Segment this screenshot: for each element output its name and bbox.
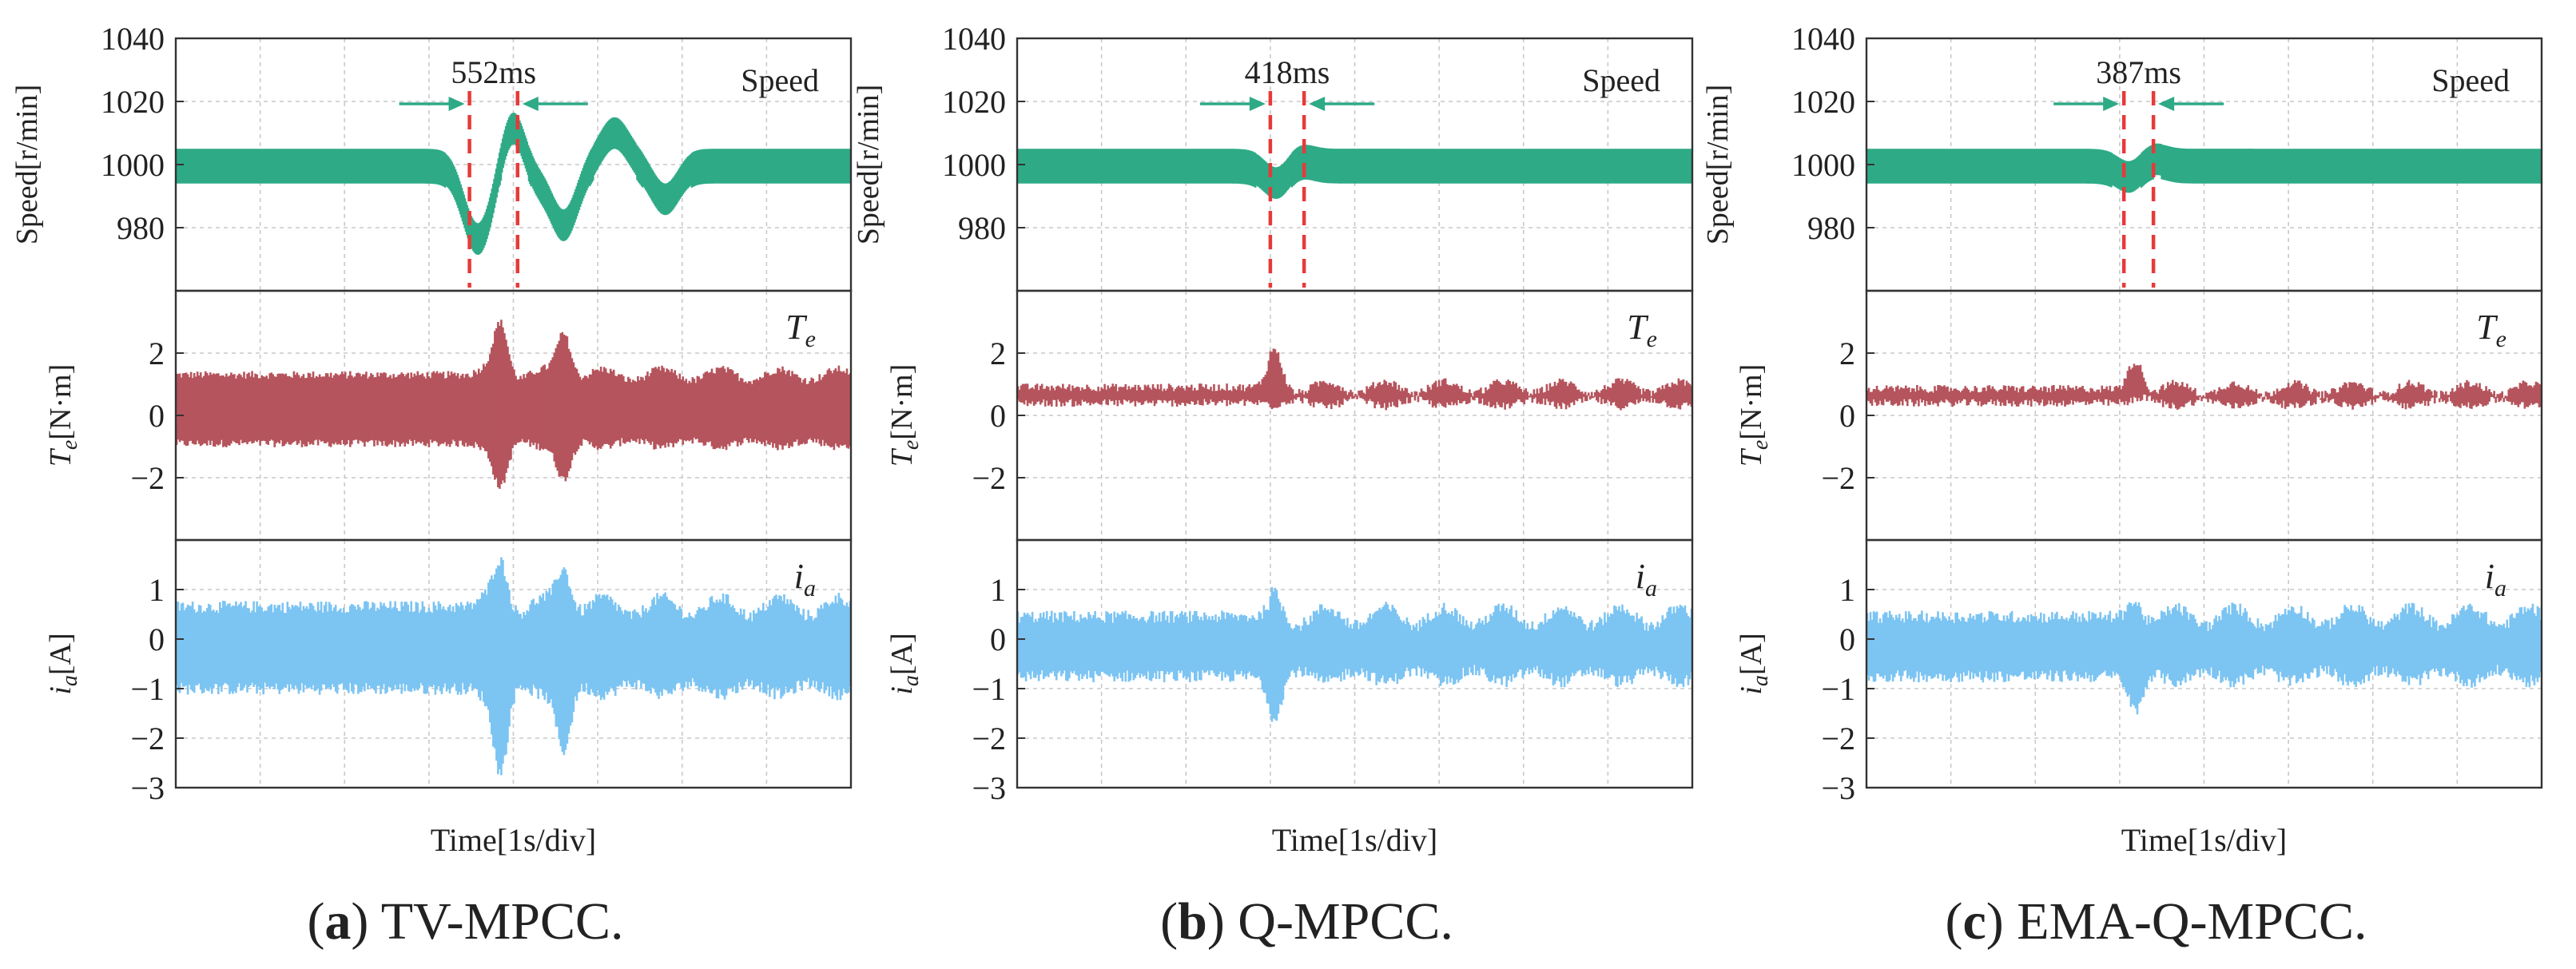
ytick-label: −1 xyxy=(1821,671,1855,707)
ytick-label: −2 xyxy=(130,721,165,757)
ytick-label: −3 xyxy=(130,770,165,806)
speed-trace xyxy=(1016,145,1694,199)
y-axis-label: ia[A] xyxy=(885,633,924,694)
waveform-current xyxy=(175,557,852,776)
panel-torque-b: 2 0 −2 Te[N·m] Te xyxy=(885,289,1694,542)
ytick-label: 980 xyxy=(117,210,165,246)
x-axis-label: Time[1s/div] xyxy=(2121,822,2287,858)
waveform-current xyxy=(1016,586,1693,722)
ytick-label: 1020 xyxy=(942,84,1006,120)
legend-current: ia xyxy=(1636,557,1657,602)
ytick-label: 1000 xyxy=(942,147,1006,183)
arrow-right-head xyxy=(2158,97,2175,111)
waveform-speed xyxy=(1865,143,2543,193)
waveform-torque xyxy=(1016,348,1693,411)
ytick-label: 1 xyxy=(1839,572,1855,608)
panel-torque-c: 2 0 −2 Te[N·m] Te xyxy=(1735,289,2543,542)
caption: (b) Q-MPCC. xyxy=(1160,892,1453,951)
transition-time-label: 552ms xyxy=(451,54,536,90)
ytick-label: 1 xyxy=(990,572,1006,608)
arrow-left-head xyxy=(448,97,465,111)
ytick-label: −2 xyxy=(972,721,1006,757)
speed-trace xyxy=(1865,143,2543,193)
ytick-label: 1000 xyxy=(1791,147,1855,183)
panel-frame xyxy=(1016,538,1694,789)
ytick-label: −2 xyxy=(130,460,165,496)
transition-time-label: 387ms xyxy=(2096,54,2181,90)
panel-speed-b: 1040 1020 1000 980 Speed[r/min] Speed 418ms xyxy=(852,21,1694,292)
waveform-speed xyxy=(174,113,853,255)
ytick-label: −1 xyxy=(130,671,165,707)
y-axis-label: Speed[r/min] xyxy=(1701,85,1735,245)
ytick-label: 0 xyxy=(149,622,165,657)
panel-frame xyxy=(1865,538,2543,789)
speed-trace xyxy=(174,113,853,255)
y-axis-label: Te[N·m] xyxy=(44,364,82,467)
ytick-label: 2 xyxy=(990,336,1006,371)
transition-time-label: 418ms xyxy=(1245,54,1330,90)
legend-torque: Te xyxy=(1627,308,1657,352)
ytick-label: 0 xyxy=(1839,622,1855,657)
panel-speed-c: 1040 1020 1000 980 Speed[r/min] Speed 387ms xyxy=(1701,21,2543,292)
ytick-label: −3 xyxy=(972,770,1006,806)
ytick-label: −3 xyxy=(1821,770,1855,806)
ytick-label: −2 xyxy=(1821,721,1855,757)
legend-torque: Te xyxy=(2476,308,2506,352)
panel-torque-a: 2 0 −2 Te[N·m] Te xyxy=(44,289,853,542)
ytick-label: 1000 xyxy=(101,147,165,183)
ytick-label: 1020 xyxy=(1791,84,1855,120)
x-axis-label: Time[1s/div] xyxy=(1272,822,1437,858)
ytick-label: 1040 xyxy=(942,21,1006,57)
ytick-label: 980 xyxy=(958,210,1006,246)
legend-speed: Speed xyxy=(1582,62,1660,98)
ytick-label: 0 xyxy=(1839,398,1855,434)
y-axis-label: ia[A] xyxy=(1735,633,1773,694)
ytick-label: −1 xyxy=(972,671,1006,707)
y-axis-label: Te[N·m] xyxy=(885,364,924,467)
ytick-label: 2 xyxy=(149,336,165,371)
ytick-label: 1040 xyxy=(101,21,165,57)
panel-current-c: 1 0 −1 −2 −3 ia[A] ia xyxy=(1735,538,2543,806)
subfigure-c: 1040 1020 1000 980 Speed[r/min] Speed 387ms 2 0 −… xyxy=(1701,21,2543,951)
caption: (c) EMA-Q-MPCC. xyxy=(1946,892,2367,951)
ytick-label: 1020 xyxy=(101,84,165,120)
panel-current-a: 1 0 −1 −2 −3 ia[A] ia xyxy=(44,538,853,806)
ytick-label: 0 xyxy=(990,398,1006,434)
legend-speed: Speed xyxy=(741,62,819,98)
arrow-right-head xyxy=(522,97,539,111)
arrow-right-head xyxy=(1309,97,1326,111)
panel-current-b: 1 0 −1 −2 −3 ia[A] ia xyxy=(885,538,1694,806)
ytick-label: −2 xyxy=(1821,460,1855,496)
ytick-label: 1 xyxy=(149,572,165,608)
arrow-left-head xyxy=(2103,97,2120,111)
legend-current: ia xyxy=(2485,557,2506,602)
ytick-label: 0 xyxy=(149,398,165,434)
waveform-torque xyxy=(1866,363,2542,410)
legend-torque: Te xyxy=(785,308,816,352)
ytick-label: 1040 xyxy=(1791,21,1855,57)
caption: (a) TV-MPCC. xyxy=(307,892,623,951)
y-axis-label: ia[A] xyxy=(44,633,82,694)
ytick-label: 0 xyxy=(990,622,1006,657)
y-axis-label: Speed[r/min] xyxy=(852,85,885,245)
y-axis-label: Te[N·m] xyxy=(1735,364,1773,467)
panel-speed-a: 1040 1020 1000 980 Speed[r/min] Speed 552ms xyxy=(10,21,853,292)
subfigure-b: 1040 1020 1000 980 Speed[r/min] Speed 418ms 2 0 −… xyxy=(852,21,1694,951)
y-axis-label: Speed[r/min] xyxy=(10,85,44,245)
legend-speed: Speed xyxy=(2431,62,2510,98)
arrow-left-head xyxy=(1249,97,1266,111)
ytick-label: −2 xyxy=(972,460,1006,496)
waveform-torque xyxy=(175,320,852,489)
waveform-speed xyxy=(1016,145,1694,199)
panel-frame xyxy=(174,538,853,789)
ytick-label: 2 xyxy=(1839,336,1855,371)
x-axis-label: Time[1s/div] xyxy=(431,822,596,858)
subfigure-a: 1040 1020 1000 980 Speed[r/min] Speed 552ms 2 0 −… xyxy=(10,21,853,951)
waveform-current xyxy=(1866,602,2542,715)
legend-current: ia xyxy=(794,557,816,602)
ytick-label: 980 xyxy=(1807,210,1855,246)
